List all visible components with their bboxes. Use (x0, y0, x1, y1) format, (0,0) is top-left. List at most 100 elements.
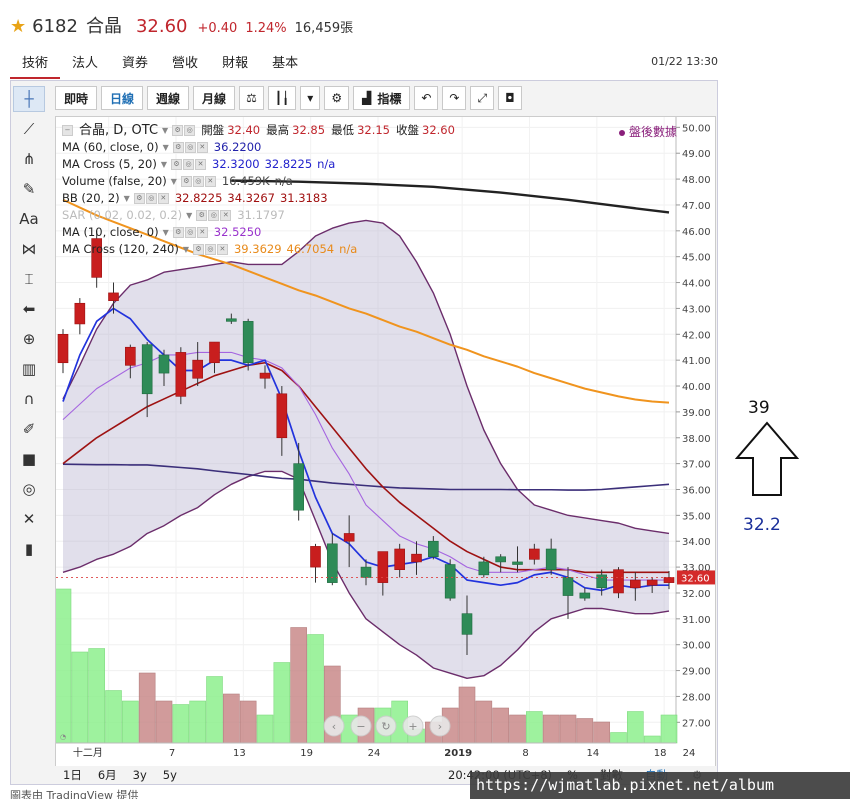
lock-drawings-icon[interactable]: ✐ (22, 420, 36, 438)
chart-nav-control[interactable] (402, 715, 424, 737)
footer-credit: 圖表由 TradingView 提供 (10, 789, 139, 799)
interval-monthly-button[interactable]: 月線 (193, 86, 236, 110)
close-value: 32.60 (422, 123, 455, 137)
text-tool-icon[interactable]: Aa (19, 210, 39, 228)
crosshair-icon[interactable]: ┼ (13, 86, 45, 112)
time-axis-label: 8 (522, 748, 528, 759)
indicator-name: SAR (0.02, 0.02, 0.2) (62, 208, 183, 222)
arrow-left-icon[interactable]: ⬅ (22, 300, 36, 318)
price-axis-label: 34.00 (682, 537, 711, 548)
after-hours-label[interactable]: 盤後數據 (618, 123, 677, 140)
chart-nav-control[interactable] (350, 715, 372, 737)
chart-panel[interactable]: 50.00 49.00 48.00 47.00 46.00 45.00 44.00 43.00… (55, 116, 716, 768)
volume-bar (559, 714, 577, 744)
tab-institutional[interactable]: 法人 (72, 56, 99, 71)
quote-timestamp: 01/22 13:30 (651, 55, 718, 68)
snapshot-camera-icon[interactable]: ◘ (498, 86, 522, 110)
bollinger-band-fill (63, 220, 669, 679)
remove-tools-icon[interactable]: ✕ (22, 510, 36, 528)
volume-bar (660, 714, 678, 744)
redo-icon[interactable]: ↷ (442, 86, 467, 110)
indicator-dropdown-icon[interactable]: ▼ (182, 245, 189, 254)
range-6m[interactable]: 6月 (97, 768, 117, 782)
volume-bar (239, 700, 257, 744)
candle-body (276, 393, 288, 439)
indicators-button[interactable]: ▟ 指標 (353, 86, 411, 110)
measure-icon[interactable]: ⌶ (24, 270, 34, 288)
lock-icon[interactable]: ■ (21, 450, 37, 468)
chart-nav-icon: › (438, 720, 442, 733)
volume-bar (71, 651, 89, 744)
legend-indicator-row: Volume (false, 20) ▼ ⚙ ◎ ✕ 16.459K n/a (62, 173, 461, 190)
indicator-controls[interactable]: ⚙ ◎ ✕ (196, 210, 232, 221)
price-axis-label: 48.00 (682, 175, 711, 186)
indicator-dropdown-icon[interactable]: ▼ (123, 194, 130, 203)
compare-scale-icon[interactable]: ⚖ (239, 86, 264, 110)
indicator-controls[interactable]: ⚙ ◎ ✕ (172, 227, 208, 238)
volume-bar (627, 711, 644, 744)
candle-style-icon[interactable]: ┃╽ (267, 86, 297, 110)
chevron-down-icon[interactable]: ▾ (300, 86, 321, 110)
tab-margin[interactable]: 資券 (122, 56, 149, 71)
price-axis-label: 44.00 (682, 279, 711, 290)
indicator-dropdown-icon[interactable]: ▼ (170, 177, 177, 186)
tab-technical[interactable]: 技術 (10, 52, 61, 79)
volume-bar (105, 690, 122, 744)
brush-icon[interactable]: ✎ (22, 180, 36, 198)
interval-weekly-button[interactable]: 週線 (147, 86, 190, 110)
magnet-icon[interactable]: ∩ (23, 390, 35, 408)
tab-revenue[interactable]: 營收 (172, 56, 199, 71)
trash-icon[interactable]: ▮ (24, 540, 34, 558)
volume-bar (307, 634, 324, 744)
indicator-dropdown-icon[interactable]: ▼ (162, 143, 169, 152)
indicator-value: n/a (339, 242, 358, 256)
legend-dropdown-icon[interactable]: ▼ (162, 126, 169, 135)
indicator-controls[interactable]: ⚙ ◎ ✕ (172, 142, 208, 153)
price-axis-label: 40.00 (682, 382, 711, 393)
legend-controls[interactable]: ⚙ ◎ (172, 125, 196, 136)
tab-basic[interactable]: 基本 (272, 56, 299, 71)
volume-bar (56, 588, 72, 744)
indicator-controls[interactable]: ⚙ ◎ ✕ (133, 193, 169, 204)
pattern-icon[interactable]: ⋈ (21, 240, 37, 258)
chart-nav-control[interactable] (323, 715, 345, 737)
trade-volume: 16,459張 (294, 21, 354, 36)
price-axis-label: 41.00 (682, 356, 711, 367)
interval-daily-button[interactable]: 日線 (101, 86, 144, 110)
low-label: 最低 (331, 123, 355, 137)
trend-line-icon[interactable]: ⟋ (23, 120, 35, 138)
settings-gear-icon[interactable]: ⚙ (324, 86, 350, 110)
indicator-controls[interactable]: ⚙ ◎ ✕ (192, 244, 228, 255)
fullscreen-icon[interactable]: ⤢ (470, 86, 495, 110)
undo-icon[interactable]: ↶ (414, 86, 439, 110)
indicator-dropdown-icon[interactable]: ▼ (162, 228, 169, 237)
volume-bar (643, 735, 661, 744)
ruler-icon[interactable]: ▥ (21, 360, 37, 378)
indicator-dropdown-icon[interactable]: ▼ (186, 211, 193, 220)
pitchfork-icon[interactable]: ⋔ (22, 150, 36, 168)
favorite-star-icon[interactable]: ★ (10, 16, 27, 37)
chart-legend: − 合晶, D, OTC ▼ ⚙ ◎ 開盤 32.40 最高 32.85 最低 32.1… (62, 122, 461, 258)
candle-body (125, 346, 136, 366)
price-axis-label: 27.00 (682, 718, 711, 729)
legend-collapse-icon[interactable]: − (62, 125, 73, 136)
indicator-dropdown-icon[interactable]: ▼ (160, 160, 168, 169)
interval-intraday-button[interactable]: 即時 (55, 86, 98, 110)
tab-financials[interactable]: 財報 (222, 56, 249, 71)
volume-bar (458, 686, 476, 744)
zoom-icon[interactable]: ⊕ (22, 330, 36, 348)
volume-bar (206, 676, 223, 744)
price-chart[interactable]: 50.00 49.00 48.00 47.00 46.00 45.00 44.00 43.00… (56, 117, 715, 767)
indicator-controls[interactable]: ⚙ ◎ ✕ (171, 159, 207, 170)
range-3y[interactable]: 3y (132, 768, 147, 782)
candle-body (293, 463, 304, 511)
range-5y[interactable]: 5y (162, 768, 177, 782)
chart-nav-control[interactable] (429, 715, 451, 737)
hide-eye-icon[interactable]: ◎ (22, 480, 36, 498)
chart-nav-icon: − (356, 720, 365, 733)
chart-nav-control[interactable] (375, 715, 397, 737)
indicator-controls[interactable]: ⚙ ◎ ✕ (180, 176, 216, 187)
volume-bar (256, 714, 274, 744)
range-1d[interactable]: 1日 (63, 768, 82, 782)
volume-bar (492, 707, 509, 744)
